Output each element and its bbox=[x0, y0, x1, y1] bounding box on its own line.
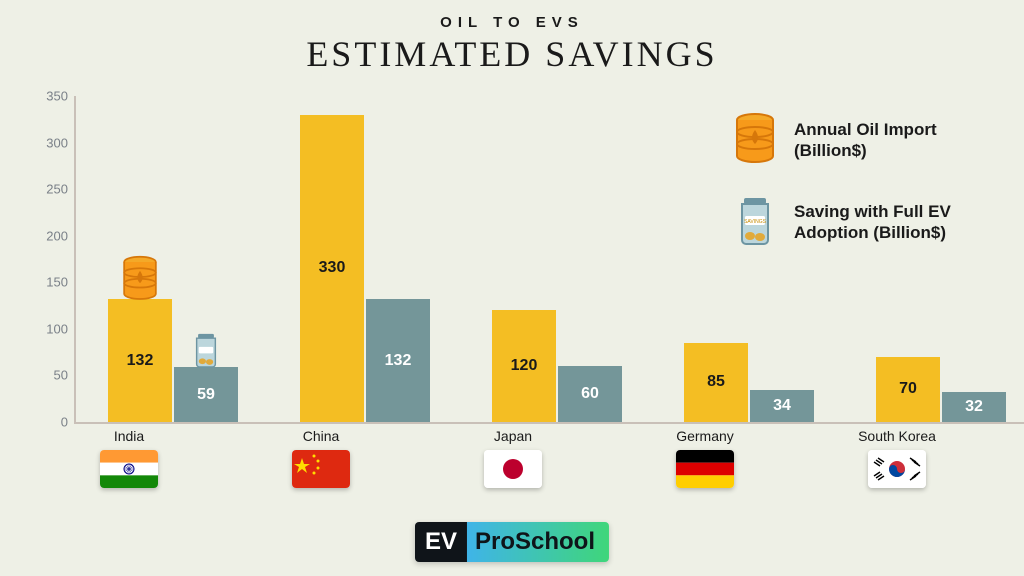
bar-ev: 34 bbox=[750, 390, 814, 422]
bar-oil: 120 bbox=[492, 310, 556, 422]
y-tick: 200 bbox=[46, 228, 68, 243]
header: OIL TO EVS ESTIMATED SAVINGS bbox=[0, 0, 1024, 75]
bar-value: 59 bbox=[197, 386, 215, 404]
bar-oil: 132 bbox=[108, 299, 172, 422]
bar-value: 70 bbox=[899, 380, 917, 398]
bar-value: 132 bbox=[385, 352, 412, 370]
country-label: Japan bbox=[438, 428, 588, 444]
bar-oil: 330 bbox=[300, 115, 364, 422]
bar-oil: 70 bbox=[876, 357, 940, 422]
logo-right: ProSchool bbox=[467, 522, 609, 562]
country-label: India bbox=[54, 428, 204, 444]
country-label: China bbox=[246, 428, 396, 444]
bar-ev: 60 bbox=[558, 366, 622, 422]
bar-value: 85 bbox=[707, 373, 725, 391]
barrel-icon bbox=[118, 255, 162, 305]
flag-germany bbox=[676, 450, 734, 488]
bar-value: 120 bbox=[511, 357, 538, 375]
title: ESTIMATED SAVINGS bbox=[0, 33, 1024, 75]
bar-value: 60 bbox=[581, 385, 599, 403]
jar-icon: SAVINGS bbox=[730, 194, 780, 250]
subtitle: OIL TO EVS bbox=[0, 14, 1024, 31]
barrel-icon bbox=[730, 112, 780, 168]
bar-value: 330 bbox=[319, 259, 346, 277]
bar-ev: 59 bbox=[174, 367, 238, 422]
svg-text:SAVINGS: SAVINGS bbox=[744, 219, 767, 225]
legend-item-oil: Annual Oil Import (Billion$) bbox=[730, 112, 990, 168]
y-tick: 350 bbox=[46, 89, 68, 104]
bar-ev: 32 bbox=[942, 392, 1006, 422]
logo-left: EV bbox=[415, 522, 467, 562]
bar-value: 132 bbox=[127, 352, 154, 370]
bar-value: 32 bbox=[965, 398, 983, 416]
bar-value: 34 bbox=[773, 397, 791, 415]
flag-india bbox=[100, 450, 158, 488]
flag-south_korea bbox=[868, 450, 926, 488]
y-tick: 50 bbox=[54, 368, 68, 383]
country-label: South Korea bbox=[822, 428, 972, 444]
y-tick: 300 bbox=[46, 135, 68, 150]
flag-china bbox=[292, 450, 350, 488]
flag-japan bbox=[484, 450, 542, 488]
y-tick: 150 bbox=[46, 275, 68, 290]
y-axis: 050100150200250300350 bbox=[30, 96, 74, 424]
y-tick: 250 bbox=[46, 182, 68, 197]
x-axis-line bbox=[74, 422, 1024, 424]
legend-label-ev: Saving with Full EV Adoption (Billion$) bbox=[794, 201, 990, 244]
y-tick: 100 bbox=[46, 321, 68, 336]
bar-oil: 85 bbox=[684, 343, 748, 422]
legend-item-ev: SAVINGS Saving with Full EV Adoption (Bi… bbox=[730, 194, 990, 250]
legend-label-oil: Annual Oil Import (Billion$) bbox=[794, 119, 990, 162]
bar-ev: 132 bbox=[366, 299, 430, 422]
country-label: Germany bbox=[630, 428, 780, 444]
legend: Annual Oil Import (Billion$) SAVINGS Sav… bbox=[730, 112, 990, 276]
chart: 050100150200250300350 132593301321206085… bbox=[30, 96, 710, 456]
logo: EV ProSchool bbox=[415, 522, 609, 562]
